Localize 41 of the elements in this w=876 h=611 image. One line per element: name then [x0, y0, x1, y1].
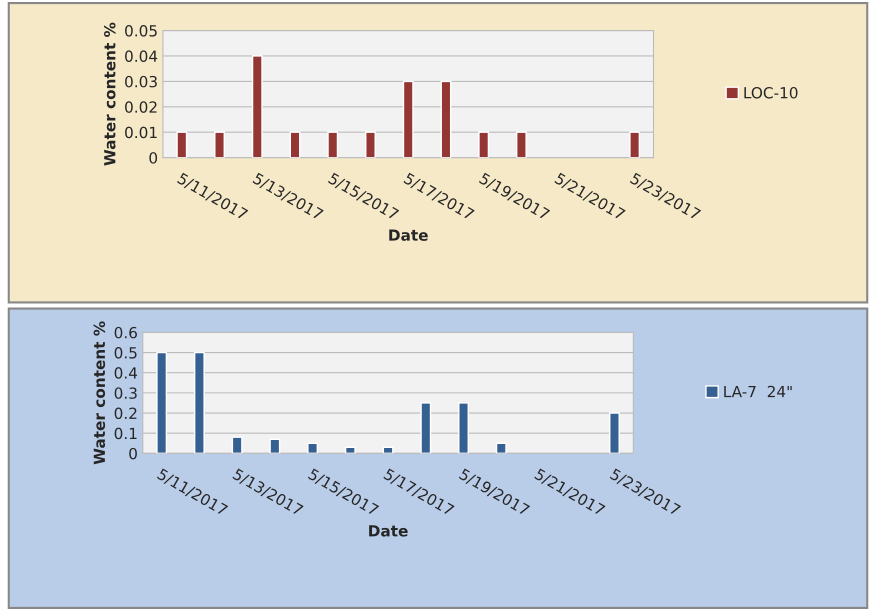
bar — [516, 132, 527, 158]
y-tick-label: 0.2 — [114, 408, 136, 420]
bar — [478, 132, 490, 158]
bar — [269, 438, 280, 454]
bar — [290, 132, 300, 158]
bar — [496, 442, 507, 454]
bar — [629, 132, 640, 158]
bar — [458, 402, 469, 454]
y-tick-label: 0.1 — [114, 428, 137, 440]
y-tick-label: 0.6 — [114, 326, 137, 338]
y-tick-label: 0.02 — [125, 101, 157, 113]
bar — [420, 402, 432, 454]
bar — [214, 132, 225, 158]
y-tick-label: 0.03 — [125, 76, 157, 88]
y-tick-label: 0.5 — [114, 347, 137, 359]
bar — [609, 412, 620, 454]
y-tick-label: 0.3 — [114, 387, 137, 399]
bar — [252, 55, 263, 158]
bar — [382, 446, 394, 454]
bar — [440, 80, 452, 158]
x-axis-title: Date — [369, 525, 408, 537]
legend-label: LA-7 24" — [724, 386, 792, 398]
bar — [194, 352, 205, 454]
x-axis-title: Date — [389, 230, 428, 241]
y-tick-label: 0.04 — [125, 50, 158, 62]
y-tick-label: 0.01 — [125, 126, 157, 138]
y-axis-title: Water content % — [94, 321, 106, 464]
bar — [365, 132, 376, 158]
bar — [156, 352, 168, 454]
bar — [176, 132, 188, 158]
y-tick-label: 0 — [129, 448, 137, 460]
y-tick-label: 0.05 — [125, 25, 157, 37]
y-axis-title: Water content % — [104, 22, 116, 166]
bar — [402, 80, 414, 158]
y-tick-label: 0.4 — [114, 367, 138, 379]
y-tick-label: 0 — [149, 152, 158, 164]
bar — [232, 436, 243, 454]
legend-label: LOC-10 — [744, 86, 798, 99]
bar — [344, 446, 356, 454]
bar — [327, 132, 338, 158]
bar — [307, 442, 318, 454]
